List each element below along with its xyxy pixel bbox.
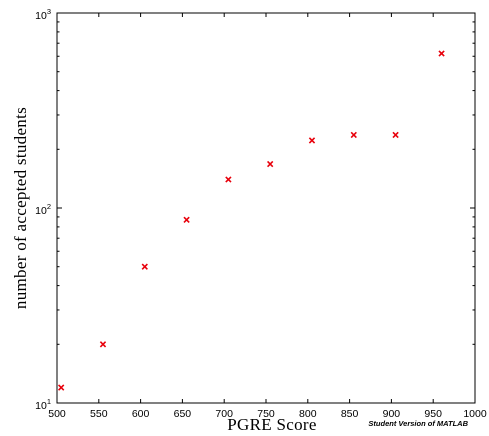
data-points bbox=[58, 50, 445, 391]
y-tick-label: 102 bbox=[35, 202, 51, 217]
y-axis-label: number of accepted students bbox=[11, 107, 30, 309]
x-tick-label: 500 bbox=[48, 408, 66, 420]
y-axis-ticks: 101 102 103 bbox=[35, 7, 475, 412]
y-tick-label: 103 bbox=[35, 7, 51, 22]
x-axis-ticks: 500 550 600 650 700 750 800 850 900 950 1000 bbox=[48, 13, 487, 420]
x-axis-label: PGRE Score bbox=[227, 415, 316, 434]
data-point bbox=[392, 131, 399, 139]
data-point bbox=[350, 131, 357, 139]
data-point bbox=[183, 216, 190, 223]
data-point bbox=[225, 176, 232, 183]
data-point bbox=[141, 263, 148, 270]
x-tick-label: 750 bbox=[257, 408, 275, 420]
data-point bbox=[308, 137, 316, 144]
matlab-watermark: Student Version of MATLAB bbox=[368, 419, 468, 428]
x-tick-label: 850 bbox=[341, 408, 359, 420]
y-tick-label: 101 bbox=[35, 397, 51, 412]
data-point bbox=[99, 341, 107, 348]
x-tick-label: 550 bbox=[90, 408, 108, 420]
x-tick-label: 800 bbox=[299, 408, 317, 420]
x-tick-label: 600 bbox=[132, 408, 150, 420]
plot-frame bbox=[56, 12, 476, 404]
x-tick-label: 900 bbox=[383, 408, 401, 420]
data-point bbox=[58, 384, 65, 391]
x-tick-label: 1000 bbox=[463, 408, 487, 420]
data-point bbox=[267, 160, 274, 168]
x-tick-label: 700 bbox=[215, 408, 233, 420]
data-point bbox=[438, 50, 445, 57]
x-tick-label: 650 bbox=[174, 408, 192, 420]
x-tick-label: 950 bbox=[424, 408, 442, 420]
